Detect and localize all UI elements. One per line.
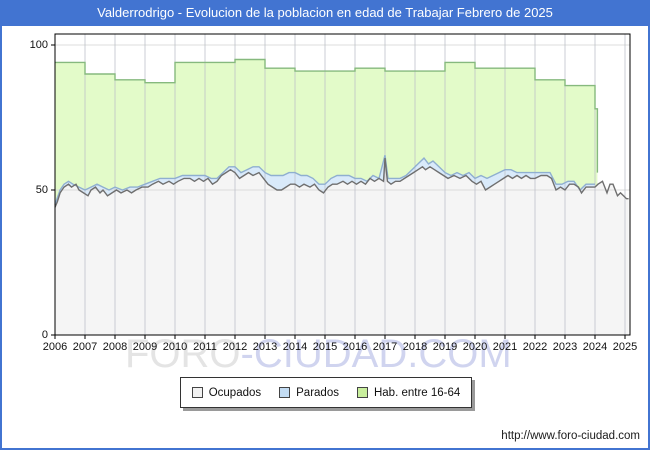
legend-item-ocupados: Ocupados [191,386,262,399]
x-axis-tick-label: 2009 [132,341,158,353]
legend-item-hab-entre-16-64: Hab. entre 16-64 [356,386,461,399]
site-url: http://www.foro-ciudad.com [501,430,640,442]
legend-item-parados: Parados [279,387,339,399]
x-axis-tick-label: 2019 [432,341,458,353]
legend-label: Ocupados [208,386,262,399]
x-axis-tick-label: 2008 [102,341,128,353]
x-axis-tick-label: 2020 [462,341,488,353]
y-axis-tick-label: 50 [35,184,48,196]
x-axis-tick-label: 2011 [193,341,217,353]
x-axis-tick-label: 2014 [282,341,308,353]
x-axis-tick-label: 2022 [522,341,548,353]
series-line-parados [54,155,595,205]
plot-border [54,33,631,336]
series-line-hab-entre-16-64 [55,58,599,173]
watermark-right: -CIUDAD.COM [240,332,512,376]
x-axis-tick-label: 2010 [162,341,188,353]
watermark: FORO-CIUDAD.COM [125,332,512,377]
x-axis-tick-label: 2018 [402,341,428,353]
y-axis-tick-label: 100 [29,39,48,51]
x-axis-tick-label: 2013 [252,341,278,353]
x-axis-tick-label: 2017 [372,341,398,353]
series-line-ocupados [54,158,629,208]
legend-label: Hab. entre 16-64 [373,386,461,399]
legend-swatch-hab-entre-16-64 [356,387,368,398]
series-fill-ocupados [55,158,629,335]
x-axis-tick-label: 2021 [492,341,518,353]
legend-swatch-ocupados [191,387,203,398]
x-axis-tick-label: 2015 [312,341,338,353]
chart-title: Valderrodrigo - Evolucion de la poblacio… [97,5,553,20]
x-axis-tick-label: 2023 [552,341,578,353]
x-axis-tick-label: 2016 [342,341,368,353]
legend-swatch-parados [279,387,291,398]
y-axis-tick-label: 0 [41,329,48,341]
x-axis-tick-label: 2007 [72,341,98,353]
watermark-left: FORO [125,332,241,376]
legend-label: Parados [296,386,339,399]
x-axis-tick-label: 2025 [612,341,638,353]
x-axis-tick-label: 2012 [222,341,248,353]
x-axis-tick-label: 2006 [42,341,68,353]
chart-legend: Ocupados Parados Hab. entre 16-64 [180,377,472,408]
chart-title-bar: Valderrodrigo - Evolucion de la poblacio… [0,0,650,26]
x-axis-tick-label: 2024 [582,341,608,353]
